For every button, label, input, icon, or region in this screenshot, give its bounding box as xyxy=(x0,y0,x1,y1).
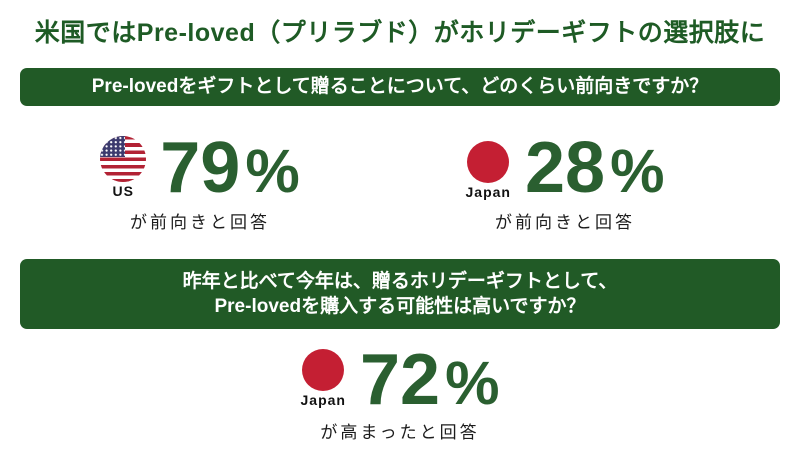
question-banner-1: Pre-lovedをギフトとして贈ることについて、どのくらい前向きですか？ xyxy=(20,68,780,106)
stat-number: 79 xyxy=(160,128,241,208)
question-banner-1-text: Pre-lovedをギフトとして贈ることについて、どのくらい前向きですか？ xyxy=(91,76,709,97)
question-banner-2: 昨年と比べて今年は、贈るホリデーギフトとして、 Pre-lovedを購入する可能… xyxy=(20,259,780,329)
us-flag-stack: US xyxy=(100,136,147,199)
japan-flag-icon xyxy=(467,141,510,183)
japan-flag-stack: Japan xyxy=(301,349,346,407)
infographic-slide: 米国ではPre-loved（プリラブド）がホリデーギフトの選択肢に Pre-lo… xyxy=(0,13,800,463)
stat-japan-q1-group: Japan 28% xyxy=(466,132,665,204)
stat-japan-q1: Japan 28% が前向きと回答 xyxy=(365,132,765,233)
question-banner-2-line1: 昨年と比べて今年は、贈るホリデーギフトとして、 xyxy=(182,271,618,292)
q1-stats-row: US 79% が前向きと回答 Japan 28% が前向きと回答 xyxy=(0,132,800,233)
stat-caption-us-q1: が前向きと回答 xyxy=(130,213,270,232)
stat-us-q1: US 79% が前向きと回答 xyxy=(0,132,400,233)
percent-sign: % xyxy=(245,137,300,205)
japan-flag-stack: Japan xyxy=(466,141,511,199)
stat-us-q1-group: US 79% xyxy=(100,132,300,204)
stat-number: 28 xyxy=(524,128,606,208)
country-label-japan: Japan xyxy=(300,392,346,408)
stat-value-japan-q2: 72% xyxy=(360,344,500,416)
japan-flag-icon xyxy=(302,349,345,391)
stat-value-japan-q1: 28% xyxy=(525,132,665,204)
stat-number: 72 xyxy=(359,340,441,420)
stat-caption-japan-q1: が前向きと回答 xyxy=(495,213,635,232)
percent-sign: % xyxy=(445,349,500,417)
us-flag-icon xyxy=(100,136,147,182)
country-label-japan: Japan xyxy=(465,184,511,200)
percent-sign: % xyxy=(610,137,665,205)
page-title: 米国ではPre-loved（プリラブド）がホリデーギフトの選択肢に xyxy=(34,19,766,47)
stat-japan-q2: Japan 72% が高まったと回答 xyxy=(0,344,800,443)
question-banner-2-line2: Pre-lovedを購入する可能性は高いですか？ xyxy=(214,296,586,317)
stat-caption-japan-q2: が高まったと回答 xyxy=(320,423,480,442)
stat-value-us-q1: 79% xyxy=(160,132,300,204)
country-label-us: US xyxy=(112,183,134,199)
stat-japan-q2-group: Japan 72% xyxy=(301,344,500,416)
